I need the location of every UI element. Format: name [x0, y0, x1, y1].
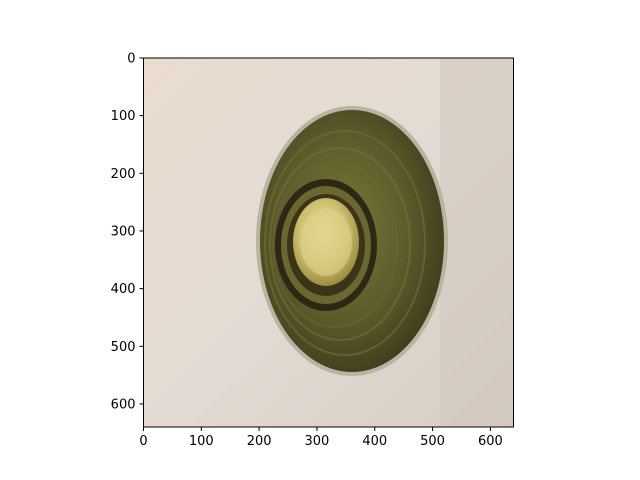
- x-tick-label: 100: [189, 434, 214, 449]
- y-tick-label: 200: [111, 167, 136, 182]
- x-tick-label: 300: [305, 434, 330, 449]
- x-tick-label: 200: [247, 434, 272, 449]
- y-tick-label: 400: [111, 282, 136, 297]
- y-tick-label: 100: [111, 109, 136, 124]
- x-tick-label: 600: [478, 434, 503, 449]
- y-tick-label: 600: [111, 397, 136, 412]
- x-axis: 0 100 200 300 400 500 600: [139, 427, 503, 449]
- y-tick-label: 500: [111, 340, 136, 355]
- y-tick-label: 300: [111, 224, 136, 239]
- x-tick-label: 0: [139, 434, 147, 449]
- x-tick-label: 400: [362, 434, 387, 449]
- y-axis: 0 100 200 300 400 500 600: [111, 52, 144, 412]
- axes-frame: [143, 57, 514, 428]
- image-content: [143, 58, 514, 427]
- x-tick-label: 500: [420, 434, 445, 449]
- y-tick-label: 0: [127, 52, 135, 67]
